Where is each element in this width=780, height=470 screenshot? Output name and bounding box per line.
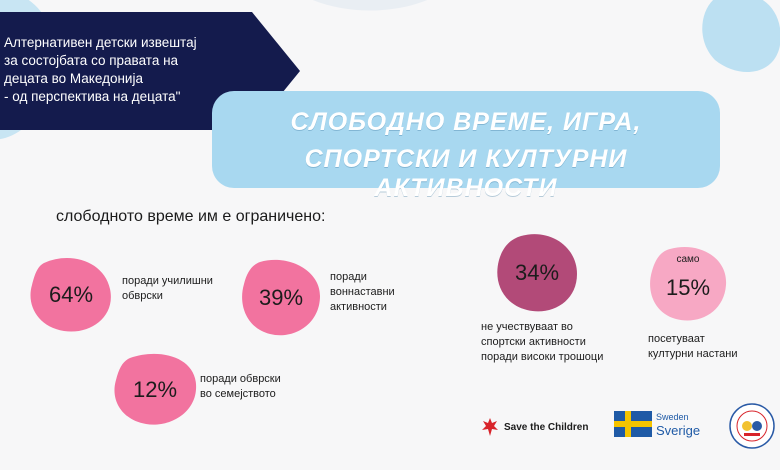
section-subtitle: слободното време им е ограничено: bbox=[56, 208, 326, 225]
sverige-text: Sverige bbox=[656, 423, 701, 438]
stat-blob-64: 64% bbox=[30, 255, 112, 335]
caption-line: културни настани bbox=[648, 348, 738, 360]
stat-blob-34: 34% bbox=[495, 232, 579, 314]
stat-caption: посетуваат културни настани bbox=[648, 332, 738, 362]
decor-blob-top-center bbox=[312, 0, 428, 11]
save-the-children-icon bbox=[482, 418, 498, 436]
caption-line: спортски активности bbox=[481, 336, 586, 348]
caption-line: поради училишни bbox=[122, 275, 213, 287]
sweden-sverige-logo: Sweden Sverige bbox=[614, 411, 700, 437]
ngo-seal-logo bbox=[728, 402, 776, 455]
stat-blob-15: само 15% bbox=[648, 245, 728, 323]
report-line-3: децата во Македонија bbox=[4, 71, 143, 86]
stat-value: 12% bbox=[132, 377, 178, 402]
stat-value: 15% bbox=[665, 275, 711, 300]
light-pink-blob-shape bbox=[650, 246, 727, 321]
pink-blob-shape bbox=[114, 353, 197, 425]
report-line-2: за состојбата со правата на bbox=[4, 53, 179, 68]
caption-line: поради високи трошоци bbox=[481, 351, 604, 363]
pink-blob-shape bbox=[30, 258, 111, 332]
caption-line: не учествуваат во bbox=[481, 321, 573, 333]
mauve-blob-shape bbox=[497, 234, 577, 312]
caption-line: воннаставни bbox=[330, 286, 395, 298]
stat-value: 64% bbox=[48, 282, 94, 307]
stat-caption: не учествуваат во спортски активности по… bbox=[481, 320, 603, 365]
stat-value: 39% bbox=[258, 285, 304, 310]
stat-prefix: само bbox=[676, 254, 700, 265]
pink-blob-shape bbox=[242, 259, 320, 336]
stat-blob-39: 39% bbox=[240, 258, 322, 338]
caption-line: во семејството bbox=[200, 388, 276, 400]
caption-line: обврски bbox=[122, 290, 163, 302]
save-the-children-text: Save the Children bbox=[504, 421, 589, 433]
caption-line: поради обврски bbox=[200, 373, 281, 385]
stat-value: 34% bbox=[514, 260, 560, 285]
report-line-1: Алтернативен детски извештај bbox=[4, 35, 197, 50]
stat-caption: поради обврски во семејството bbox=[200, 372, 281, 402]
seal-emblem-icon bbox=[729, 403, 775, 449]
page-title-line-2: СПОРТСКИ И КУЛТУРНИ АКТИВНОСТИ bbox=[304, 145, 628, 202]
stat-caption: поради воннаставни активности bbox=[330, 270, 395, 315]
swedish-flag-icon bbox=[614, 411, 652, 437]
caption-line: посетуваат bbox=[648, 333, 705, 345]
save-the-children-logo: Save the Children bbox=[480, 416, 588, 438]
title-band bbox=[212, 91, 720, 188]
sweden-text: Sweden bbox=[656, 412, 689, 422]
stat-caption: поради училишни обврски bbox=[122, 274, 213, 304]
page-title-line-1: СЛОБОДНО ВРЕМЕ, ИГРА, bbox=[290, 108, 642, 136]
caption-line: поради bbox=[330, 271, 367, 283]
report-line-4: - од перспектива на децата" bbox=[4, 89, 181, 104]
decor-blob-top-right bbox=[702, 0, 780, 73]
caption-line: активности bbox=[330, 301, 387, 313]
stat-blob-12: 12% bbox=[112, 352, 198, 428]
